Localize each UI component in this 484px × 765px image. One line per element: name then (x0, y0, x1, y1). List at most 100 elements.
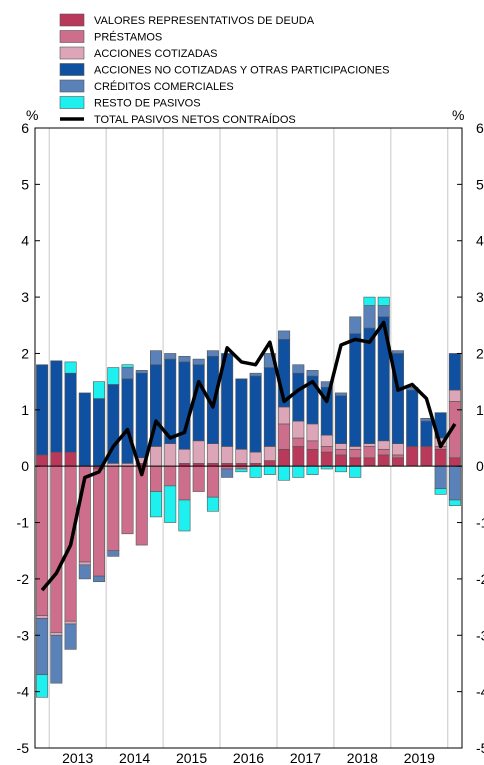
x-axis: 2013 2014 2015 2016 2017 2018 2019 (62, 750, 435, 765)
bar-segment (363, 443, 376, 447)
y-tick-label-right: 2 (476, 345, 484, 361)
y-tick-label-left: 3 (21, 289, 29, 305)
bar-segment (249, 451, 262, 464)
legend-swatch (59, 30, 85, 43)
bar-segment (320, 434, 333, 447)
y-tick-label-right: 6 (476, 120, 484, 136)
y-tick-label-right: 3 (476, 289, 484, 305)
y-tick-label-left: -1 (17, 515, 30, 531)
bar-segment (306, 448, 319, 467)
bar-segment (263, 465, 276, 475)
y-tick-label-left: 0 (21, 458, 29, 474)
bar-segment (363, 305, 376, 329)
bar-segment (93, 575, 106, 583)
bar-segment (249, 465, 262, 478)
bar-segment (391, 457, 404, 467)
bar-segment (391, 443, 404, 456)
bar-segment (306, 370, 319, 377)
bar-segment (263, 446, 276, 461)
bar-segment (278, 465, 291, 481)
bar-segment (121, 364, 134, 368)
bar-segment (434, 448, 447, 467)
bars (36, 296, 461, 698)
legend-swatch (59, 63, 85, 76)
y-tick-label-left: -2 (17, 571, 30, 587)
y-tick-label-left: 5 (21, 176, 29, 192)
bar-segment (64, 372, 77, 453)
bar-segment (292, 465, 305, 478)
bar-segment (178, 448, 191, 464)
bar-segment (306, 465, 319, 475)
bar-segment (121, 367, 134, 380)
bar-segment (349, 316, 362, 335)
bar-segment (320, 446, 333, 453)
bar-segment (377, 440, 390, 450)
y-tick-label-left: 2 (21, 345, 29, 361)
bar-segment (36, 615, 49, 619)
bar-segment (164, 485, 177, 523)
y-tick-label-right: -1 (476, 515, 484, 531)
bar-segment (50, 360, 63, 453)
bar-segment (448, 353, 461, 391)
bar-segment (406, 389, 419, 447)
bar-segment (235, 468, 248, 473)
bar-segment (178, 361, 191, 450)
bar-segment (377, 305, 390, 318)
bar-segment (50, 632, 63, 636)
legend-swatch (59, 79, 85, 93)
x-year-label: 2019 (404, 750, 435, 765)
bar-segment (377, 448, 390, 456)
bar-segment (36, 454, 49, 467)
bar-segment (335, 395, 348, 444)
bar-segment (206, 465, 219, 498)
bar-segment (335, 454, 348, 467)
bar-segment (391, 454, 404, 459)
y-tick-label-left: 4 (21, 233, 29, 249)
bar-segment (278, 423, 291, 450)
bar-segment (164, 465, 177, 487)
bar-segment (292, 446, 305, 467)
bar-segment (178, 499, 191, 532)
bar-segment (164, 443, 177, 467)
bar-segment (78, 561, 91, 566)
bar-segment (50, 451, 63, 467)
bar-segment (64, 623, 77, 650)
bar-segment (377, 454, 390, 467)
bar-segment (149, 350, 162, 366)
legend-label: RESTO DE PASIVOS (94, 98, 201, 110)
bar-segment (420, 420, 433, 447)
bar-segment (107, 367, 120, 385)
y-tick-label-right: 1 (476, 402, 484, 418)
bar-segment (221, 446, 234, 464)
bar-segment (292, 372, 305, 422)
bar-segment (377, 296, 390, 306)
bar-segment (349, 333, 362, 447)
bar-segment (434, 465, 447, 490)
x-year-label: 2014 (119, 750, 150, 765)
bar-segment (192, 364, 205, 442)
bar-segment (391, 350, 404, 354)
bar-segment (50, 465, 63, 633)
bar-segment (192, 440, 205, 464)
bar-segment (192, 358, 205, 366)
bar-segment (363, 446, 376, 459)
bar-segment (292, 420, 305, 439)
plot-frame (34, 127, 463, 749)
bar-segment (107, 465, 120, 552)
y-tick-label-right: 5 (476, 176, 484, 192)
bar-segment (36, 674, 49, 698)
bar-segment (107, 550, 120, 557)
y-tick-label-right: 4 (476, 233, 484, 249)
bar-segment (278, 330, 291, 340)
x-year-label: 2013 (62, 750, 93, 765)
bar-segment (292, 364, 305, 374)
bar-segment (78, 564, 91, 580)
bar-segment (406, 446, 419, 467)
bar-segment (349, 457, 362, 467)
legend-label: ACCIONES COTIZADAS (94, 48, 217, 60)
x-year-label: 2018 (347, 750, 378, 765)
bar-segment (64, 620, 77, 625)
bar-segment (335, 443, 348, 450)
bar-segment (448, 389, 461, 402)
